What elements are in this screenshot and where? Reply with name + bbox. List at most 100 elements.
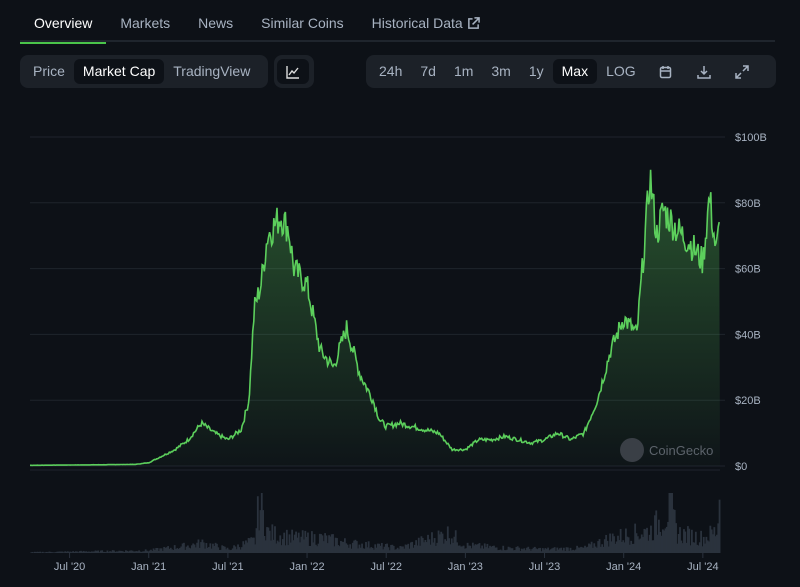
- volume-bar: [680, 540, 683, 553]
- fullscreen-button[interactable]: [727, 59, 757, 84]
- volume-bar: [31, 552, 34, 553]
- date-picker-button[interactable]: [651, 59, 681, 84]
- volume-bar: [429, 544, 432, 553]
- volume-bar: [297, 532, 300, 553]
- volume-bar: [435, 545, 437, 553]
- volume-bar: [671, 493, 673, 553]
- range-3m[interactable]: 3m: [491, 63, 511, 79]
- volume-bar: [320, 534, 323, 553]
- volume-bar: [78, 551, 81, 553]
- price-button[interactable]: Price: [33, 63, 65, 79]
- tradingview-button[interactable]: TradingView: [173, 63, 251, 79]
- market-cap-chart[interactable]: $0 $20B $40B $60B $80B $100B CoinGecko Jul '20 J…: [0, 100, 800, 587]
- volume-bar: [384, 543, 387, 553]
- volume-bar: [69, 551, 72, 553]
- volume-bar: [205, 543, 208, 553]
- volume-bar: [115, 551, 118, 553]
- volume-bar: [229, 550, 232, 553]
- volume-bar: [142, 551, 144, 553]
- volume-bar: [98, 552, 101, 553]
- volume-bar: [52, 552, 55, 553]
- market-cap-button[interactable]: Market Cap: [73, 59, 165, 84]
- volume-bar: [631, 543, 634, 553]
- volume-bar: [642, 537, 644, 553]
- volume-bar: [252, 537, 255, 553]
- volume-bar: [138, 550, 140, 553]
- volume-bar: [713, 527, 716, 553]
- volume-bar: [86, 551, 89, 553]
- volume-bar: [198, 547, 201, 553]
- range-1m[interactable]: 1m: [453, 63, 474, 79]
- volume-bar: [88, 551, 90, 553]
- volume-bar: [231, 548, 234, 553]
- tab-markets[interactable]: Markets: [120, 15, 171, 31]
- range-max[interactable]: Max: [552, 59, 598, 84]
- x-tick-label: Jan '22: [289, 561, 324, 573]
- volume-bar: [522, 549, 524, 553]
- volume-bar: [453, 536, 456, 553]
- volume-bar: [74, 551, 77, 553]
- volume-bar: [486, 543, 489, 553]
- volume-bar: [130, 550, 133, 553]
- volume-bar: [520, 548, 523, 553]
- volume-bar: [524, 550, 527, 553]
- volume-bar: [144, 549, 147, 553]
- volume-bar: [193, 544, 196, 553]
- volume-bar: [202, 542, 205, 553]
- volume-bar: [499, 549, 502, 553]
- volume-bar: [601, 544, 604, 553]
- volume-bar: [378, 543, 381, 553]
- volume-bar: [540, 551, 543, 553]
- volume-bar: [375, 547, 378, 553]
- range-toolbar: 24h 7d 1m 3m 1y Max LOG: [366, 55, 776, 88]
- tab-similar-coins[interactable]: Similar Coins: [261, 15, 344, 31]
- volume-bar: [563, 547, 565, 553]
- volume-bar: [295, 531, 297, 553]
- volume-bar: [688, 528, 691, 553]
- volume-bar: [167, 546, 170, 553]
- log-scale-button[interactable]: LOG: [606, 63, 636, 79]
- volume-bar: [395, 549, 398, 553]
- volume-bar: [594, 546, 597, 553]
- volume-bar: [490, 546, 493, 553]
- volume-bar: [263, 535, 266, 553]
- volume-bar: [644, 529, 647, 553]
- volume-bar: [70, 552, 73, 553]
- volume-bar: [464, 548, 466, 553]
- volume-bar: [595, 547, 598, 553]
- volume-bar: [454, 530, 457, 553]
- volume-bar: [387, 547, 390, 553]
- tab-historical-data[interactable]: Historical Data: [358, 0, 494, 42]
- volume-bar: [716, 534, 718, 553]
- volume-bar: [606, 540, 609, 553]
- volume-bar: [365, 542, 367, 553]
- volume-bar: [398, 549, 400, 553]
- volume-bar: [655, 510, 658, 553]
- volume-bar: [259, 510, 262, 553]
- volume-bar: [349, 544, 352, 553]
- tab-overview[interactable]: Overview: [20, 0, 107, 44]
- volume-bar: [573, 550, 576, 553]
- tab-news[interactable]: News: [198, 15, 234, 31]
- volume-bar: [114, 551, 117, 553]
- range-7d[interactable]: 7d: [420, 63, 436, 79]
- volume-bar: [586, 546, 589, 553]
- x-tick-label: Jul '20: [54, 561, 85, 573]
- volume-bar: [599, 546, 602, 553]
- download-button[interactable]: [689, 59, 719, 84]
- range-24h[interactable]: 24h: [379, 63, 403, 79]
- volume-bar: [147, 551, 150, 553]
- volume-bar: [657, 519, 660, 553]
- volume-bar: [661, 529, 664, 553]
- volume-bar: [681, 543, 684, 553]
- coingecko-watermark: CoinGecko: [620, 438, 713, 462]
- volume-bar: [458, 545, 461, 553]
- line-chart-button[interactable]: [277, 59, 309, 84]
- volume-bar: [470, 548, 473, 553]
- volume-bar: [271, 524, 274, 553]
- volume-bar: [292, 540, 295, 553]
- volume-bar: [326, 543, 329, 553]
- volume-bar: [659, 531, 662, 553]
- range-1y[interactable]: 1y: [528, 63, 544, 79]
- volume-bar: [363, 548, 366, 553]
